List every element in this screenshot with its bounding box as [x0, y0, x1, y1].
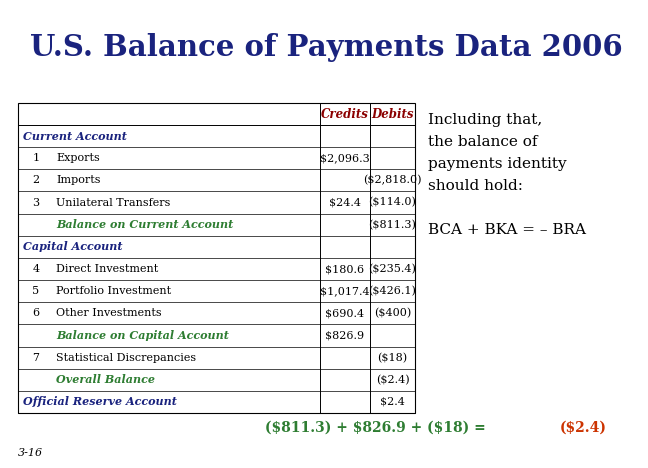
Text: Credits: Credits	[321, 108, 369, 120]
Text: Current Account: Current Account	[23, 131, 127, 142]
Text: Exports: Exports	[56, 153, 100, 163]
Text: Imports: Imports	[56, 176, 100, 185]
Text: Official Reserve Account: Official Reserve Account	[23, 396, 177, 408]
Text: 1: 1	[32, 153, 40, 163]
Text: $24.4: $24.4	[329, 197, 361, 207]
Text: ($235.4): ($235.4)	[369, 264, 417, 274]
Text: ($811.3) + $826.9 + ($18) =: ($811.3) + $826.9 + ($18) =	[265, 421, 491, 435]
Text: Capital Account: Capital Account	[23, 241, 122, 252]
Text: $2.4: $2.4	[380, 397, 405, 407]
Text: ($114.0): ($114.0)	[369, 197, 417, 208]
Text: 3-16: 3-16	[18, 448, 43, 458]
Text: $826.9: $826.9	[325, 330, 365, 340]
Bar	[18, 103, 415, 413]
Text: the balance of: the balance of	[428, 135, 537, 149]
Text: Balance on Current Account: Balance on Current Account	[56, 219, 233, 230]
Text: ($18): ($18)	[377, 352, 408, 363]
Text: $1,017.4: $1,017.4	[320, 286, 370, 296]
Text: 4: 4	[32, 264, 40, 274]
Text: ($2.4): ($2.4)	[376, 374, 410, 385]
Text: should hold:: should hold:	[428, 179, 523, 193]
Text: ($2,818.0): ($2,818.0)	[364, 175, 422, 185]
Text: Direct Investment: Direct Investment	[56, 264, 158, 274]
Text: 5: 5	[32, 286, 40, 296]
Text: 7: 7	[32, 352, 40, 363]
Text: U.S. Balance of Payments Data 2006: U.S. Balance of Payments Data 2006	[30, 33, 623, 62]
Text: Balance on Capital Account: Balance on Capital Account	[56, 330, 229, 341]
Text: $2,096.3: $2,096.3	[320, 153, 370, 163]
Text: BCA + BKA = – BRA: BCA + BKA = – BRA	[428, 223, 586, 237]
Text: Unilateral Transfers: Unilateral Transfers	[56, 197, 170, 207]
Text: Statistical Discrepancies: Statistical Discrepancies	[56, 352, 196, 363]
Text: ($2.4): ($2.4)	[560, 421, 607, 435]
Text: ($400): ($400)	[374, 308, 411, 318]
Text: Overall Balance: Overall Balance	[56, 374, 155, 385]
Text: ($811.3): ($811.3)	[369, 219, 417, 230]
Text: $690.4: $690.4	[325, 308, 365, 318]
Text: payments identity: payments identity	[428, 157, 566, 171]
Text: Other Investments: Other Investments	[56, 308, 161, 318]
Text: Debits: Debits	[371, 108, 414, 120]
Text: 3: 3	[32, 197, 40, 207]
Text: Portfolio Investment: Portfolio Investment	[56, 286, 171, 296]
Text: $180.6: $180.6	[325, 264, 365, 274]
Text: 2: 2	[32, 176, 40, 185]
Text: 6: 6	[32, 308, 40, 318]
Text: ($426.1): ($426.1)	[369, 286, 417, 296]
Text: Including that,: Including that,	[428, 113, 542, 127]
